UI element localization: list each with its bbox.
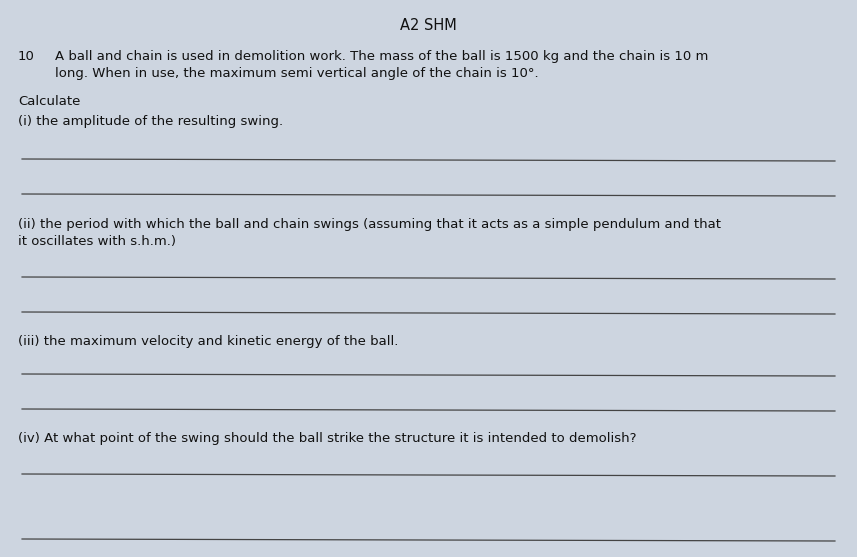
Text: long. When in use, the maximum semi vertical angle of the chain is 10°.: long. When in use, the maximum semi vert… [55, 67, 539, 80]
Text: (ii) the period with which the ball and chain swings (assuming that it acts as a: (ii) the period with which the ball and … [18, 218, 721, 231]
Text: A2 SHM: A2 SHM [400, 18, 457, 33]
Text: 10: 10 [18, 50, 35, 63]
Text: (iv) At what point of the swing should the ball strike the structure it is inten: (iv) At what point of the swing should t… [18, 432, 637, 445]
Text: it oscillates with s.h.m.): it oscillates with s.h.m.) [18, 235, 176, 248]
Text: Calculate: Calculate [18, 95, 81, 108]
Text: (i) the amplitude of the resulting swing.: (i) the amplitude of the resulting swing… [18, 115, 283, 128]
Text: (iii) the maximum velocity and kinetic energy of the ball.: (iii) the maximum velocity and kinetic e… [18, 335, 399, 348]
Text: A ball and chain is used in demolition work. The mass of the ball is 1500 kg and: A ball and chain is used in demolition w… [55, 50, 709, 63]
